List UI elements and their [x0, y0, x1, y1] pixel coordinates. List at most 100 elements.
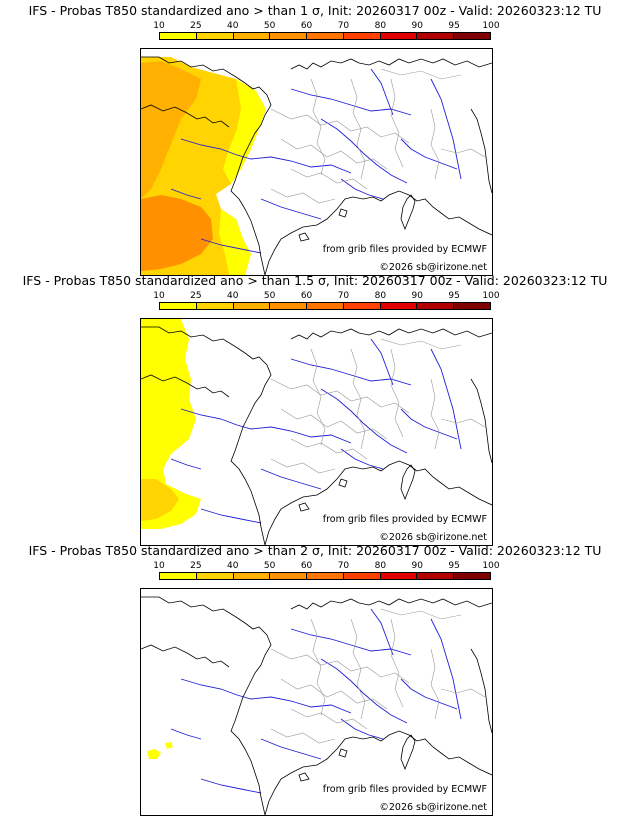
coastline [141, 596, 492, 815]
borders [270, 68, 486, 204]
coastline [141, 326, 492, 545]
region-border-line [290, 708, 368, 730]
copyright: ©2026 sb@irizone.net [379, 532, 487, 543]
colorbar-segment [233, 33, 271, 39]
coastline-segment [470, 648, 492, 734]
colorbar-tick-label: 25 [190, 291, 202, 301]
river-line [340, 718, 384, 740]
river-line [320, 388, 408, 454]
region-border-line [390, 78, 404, 168]
colorbar-segment [343, 33, 381, 39]
colorbar-tick-label: 60 [300, 21, 313, 31]
region-border-line [440, 418, 486, 428]
colorbar-segment [160, 303, 197, 309]
river-line [400, 138, 458, 170]
colorbar-segment [270, 303, 308, 309]
coastline-segment [380, 460, 492, 506]
region-border-line [380, 68, 462, 80]
colorbar-tick-label: 90 [411, 21, 423, 31]
river-line [170, 458, 202, 470]
colorbar-tick-label: 80 [374, 291, 387, 301]
colorbar-tick-label: 70 [337, 561, 350, 571]
region-border-line [350, 618, 366, 720]
panel-title: IFS - Probas T850 standardized ano > tha… [28, 543, 602, 558]
river-line [180, 408, 352, 444]
coastline-segment [380, 190, 492, 236]
colorbar-tick-label: 70 [337, 21, 350, 31]
colorbar-segment [380, 303, 418, 309]
coastline-segment [380, 730, 492, 776]
colorbar-tick-label: 40 [227, 21, 239, 31]
region-border-line [440, 688, 486, 698]
colorbar-segment [270, 573, 308, 579]
coastline-segment [338, 748, 348, 758]
coastline-segment [141, 644, 230, 668]
river-line [340, 178, 384, 200]
coastline-segment [290, 598, 360, 610]
region-border-line [290, 438, 368, 460]
region-border-line [280, 408, 388, 440]
river-line [170, 728, 202, 740]
copyright: ©2026 sb@irizone.net [379, 802, 487, 813]
colorbar-segment [454, 573, 491, 579]
river-line [370, 608, 394, 656]
colorbar-tick-label: 100 [482, 21, 500, 31]
probability-panel-2sigma: IFS - Probas T850 standardized ano > tha… [0, 540, 630, 816]
river-line [180, 678, 352, 714]
river-line [200, 778, 262, 794]
colorbar-tick-label: 60 [300, 561, 313, 571]
colorbar-labels: 10 25 40 50 60 70 80 90 95 100 [0, 291, 630, 301]
region-border-line [380, 338, 462, 350]
region-border-line [280, 678, 388, 710]
colorbar-tick-label: 50 [263, 21, 276, 31]
coastline-segment [470, 108, 492, 194]
region-border-line [350, 78, 366, 180]
coastline-segment [298, 502, 310, 512]
rivers [170, 338, 462, 524]
colorbar-tick-label: 95 [448, 291, 460, 301]
borders [270, 608, 486, 744]
region-border-line [430, 108, 440, 180]
colorbar-segment [417, 33, 455, 39]
river-line [170, 188, 202, 200]
river-line [260, 198, 322, 220]
colorbar-tick-label: 25 [190, 21, 202, 31]
river-line [370, 338, 394, 386]
colorbar-tick-label: 10 [153, 291, 165, 301]
region-border-line [310, 78, 326, 176]
colorbar-tick-label: 80 [374, 561, 387, 571]
coastline-segment [338, 208, 348, 218]
colorbar-segment [196, 303, 234, 309]
river-line [340, 448, 384, 470]
colorbar-tick-label: 25 [190, 561, 202, 571]
rivers [170, 608, 462, 794]
coastline-segment [141, 104, 230, 128]
river-line [260, 738, 322, 760]
copyright: ©2026 sb@irizone.net [379, 262, 487, 273]
panel-title: IFS - Probas T850 standardized ano > tha… [28, 3, 602, 18]
region-border-line [390, 618, 404, 708]
colorbar-segment [196, 573, 234, 579]
colorbar-tick-label: 90 [411, 291, 423, 301]
probability-map: from grib files provided by ECMWF ©2026 … [140, 318, 493, 546]
colorbar-labels: 10 25 40 50 60 70 80 90 95 100 [0, 21, 630, 31]
colorbar-tick-label: 40 [227, 291, 239, 301]
colorbar-segment [417, 303, 455, 309]
colorbar-segment [417, 573, 455, 579]
region-border-line [270, 648, 410, 684]
coastline-segment [298, 232, 310, 242]
colorbar [159, 572, 491, 580]
region-border-line [310, 348, 326, 446]
colorbar-tick-label: 50 [263, 291, 276, 301]
colorbar-segment [196, 33, 234, 39]
map-canvas [141, 56, 492, 275]
river-line [400, 408, 458, 440]
river-line [430, 348, 462, 450]
colorbar-tick-label: 10 [153, 561, 165, 571]
colorbar-tick-label: 100 [482, 291, 500, 301]
coastline-segment [141, 326, 272, 545]
source-credit: from grib files provided by ECMWF [322, 244, 487, 255]
region-border-line [270, 378, 410, 414]
colorbar-segment [270, 33, 308, 39]
colorbar-segment [160, 573, 197, 579]
